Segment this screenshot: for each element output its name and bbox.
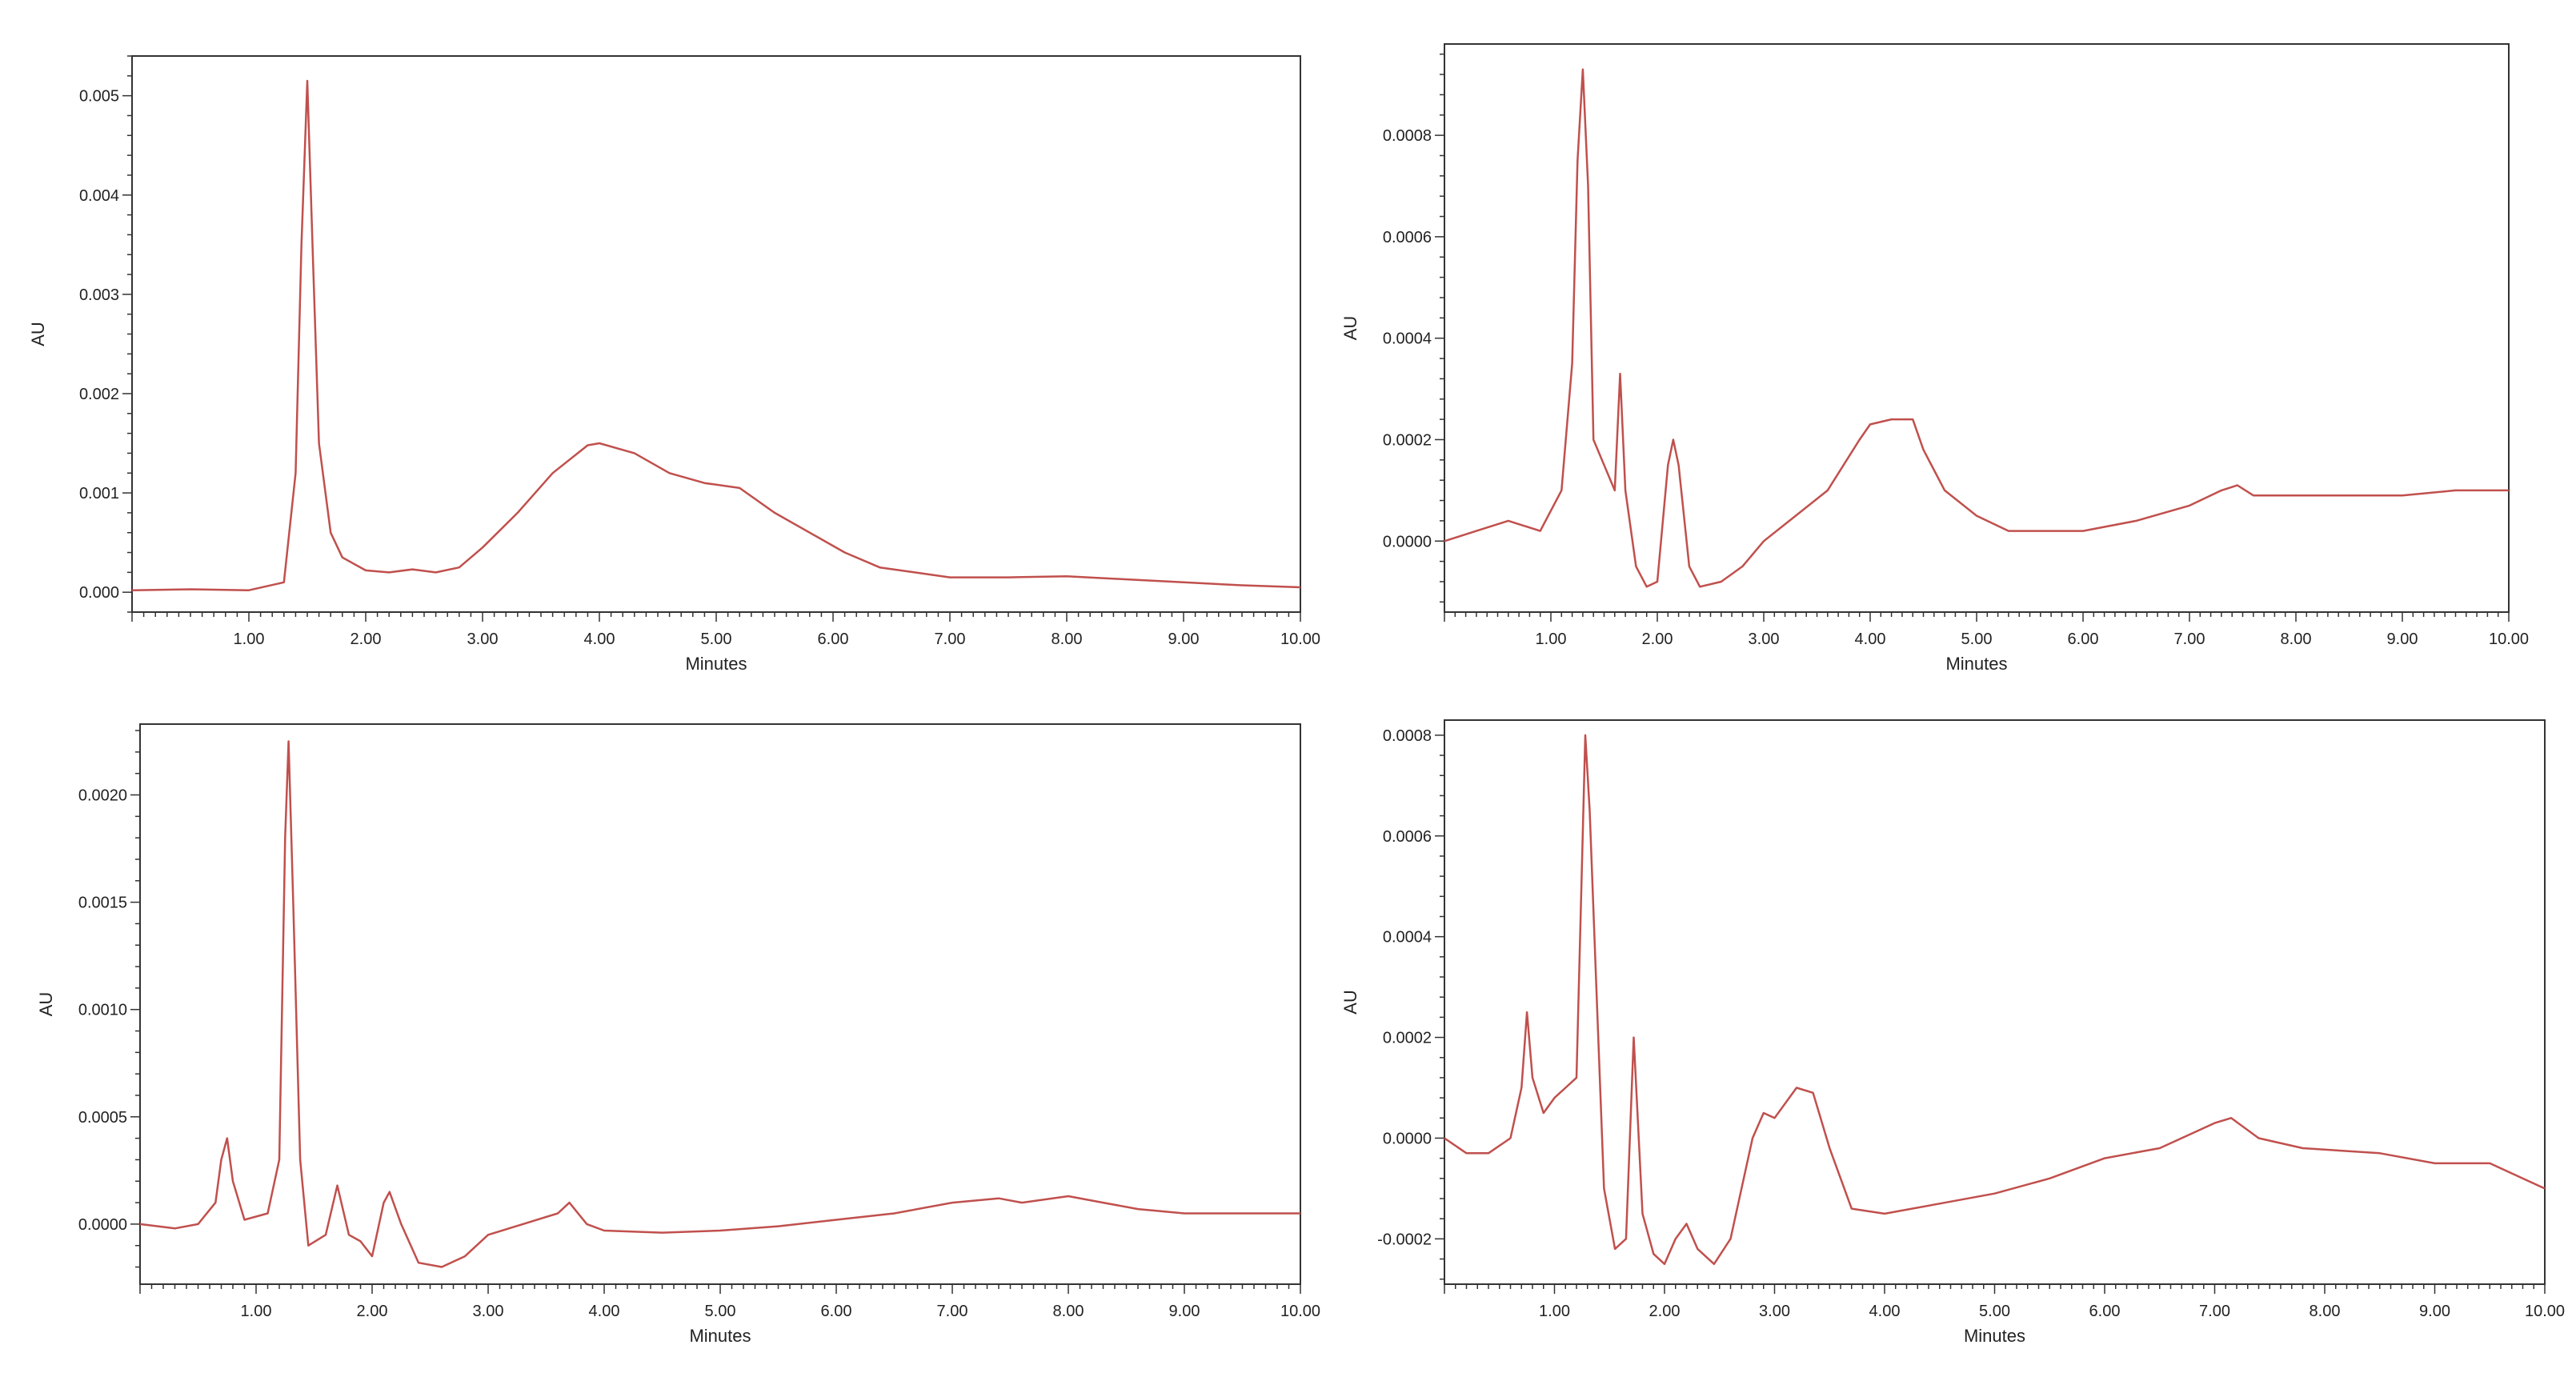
x-tick-label: 4.00 xyxy=(584,630,615,648)
x-tick-label: 10.00 xyxy=(1280,1303,1320,1320)
y-axis-label: AU xyxy=(1340,316,1360,341)
y-tick-label: 0.004 xyxy=(79,187,119,205)
y-tick-label: 0.0006 xyxy=(1383,828,1432,846)
chart-panel-3: 1.00 2.00 3.00 4.00 5.00 6.00 7.00 8.00 9.00 10.0… xyxy=(36,723,1320,1346)
y-tick-label: 0.001 xyxy=(79,485,119,502)
x-tick-label: 4.00 xyxy=(589,1303,620,1320)
y-axis-label: AU xyxy=(28,322,48,346)
x-tick-label: 7.00 xyxy=(2174,630,2205,648)
x-tick-label: 3.00 xyxy=(1759,1303,1790,1320)
x-tick-label: 10.00 xyxy=(2489,630,2529,648)
y-tick-label: 0.0010 xyxy=(78,1002,127,1019)
x-tick-label: 10.00 xyxy=(1280,630,1320,648)
x-tick-label: 6.00 xyxy=(2089,1303,2121,1320)
x-tick-label: 10.00 xyxy=(2525,1303,2565,1320)
chart-panel-2: 1.00 2.00 3.00 4.00 5.00 6.00 7.00 8.00 9.00 10.0… xyxy=(1340,43,2529,674)
y-axis-label: AU xyxy=(1340,990,1360,1015)
y-tick-label: 0.0006 xyxy=(1383,229,1432,246)
x-tick-label: 2.00 xyxy=(351,630,382,648)
y-tick-label: 0.0005 xyxy=(78,1109,127,1127)
x-tick-label: 5.00 xyxy=(701,630,732,648)
x-tick-label: 5.00 xyxy=(705,1303,736,1320)
x-tick-label: 1.00 xyxy=(1536,630,1567,648)
x-tick-label: 3.00 xyxy=(467,630,499,648)
y-tick-label: 0.0015 xyxy=(78,895,127,912)
chromatogram-trace xyxy=(1444,68,2509,588)
x-tick-label: 8.00 xyxy=(1052,630,1083,648)
x-tick-label: 7.00 xyxy=(2199,1303,2230,1320)
y-axis-label: AU xyxy=(36,992,56,1017)
x-axis-label: Minutes xyxy=(685,654,747,674)
x-tick-label: 8.00 xyxy=(1053,1303,1084,1320)
plot-frame xyxy=(131,55,1301,613)
chromatogram-trace xyxy=(1444,734,2546,1266)
y-tick-label: 0.0000 xyxy=(1383,1130,1432,1147)
y-tick-label: 0.0002 xyxy=(1383,1030,1432,1047)
y-tick-label: 0.000 xyxy=(79,584,119,602)
y-tick-label: 0.0008 xyxy=(1383,727,1432,745)
x-tick-label: 2.00 xyxy=(357,1303,388,1320)
y-tick-label: -0.0002 xyxy=(1377,1231,1432,1248)
y-tick-label: 0.0000 xyxy=(78,1216,127,1234)
x-axis-label: Minutes xyxy=(1964,1326,2025,1346)
y-tick-label: 0.002 xyxy=(79,386,119,403)
x-tick-label: 9.00 xyxy=(1169,1303,1200,1320)
y-tick-label: 0.0000 xyxy=(1383,533,1432,550)
x-tick-label: 5.00 xyxy=(1961,630,1993,648)
x-axis-label: Minutes xyxy=(689,1326,751,1346)
x-tick-label: 8.00 xyxy=(2310,1303,2341,1320)
x-tick-label: 2.00 xyxy=(1649,1303,1681,1320)
plot-frame xyxy=(1444,43,2510,613)
x-tick-label: 1.00 xyxy=(241,1303,272,1320)
x-tick-label: 6.00 xyxy=(821,1303,852,1320)
chart-panel-4: 1.00 2.00 3.00 4.00 5.00 6.00 7.00 8.00 9.00 10.0… xyxy=(1340,719,2565,1346)
x-tick-label: 1.00 xyxy=(1539,1303,1570,1320)
x-tick-label: 8.00 xyxy=(2281,630,2312,648)
x-axis-label: Minutes xyxy=(1945,654,2007,674)
x-tick-label: 4.00 xyxy=(1855,630,1886,648)
x-tick-label: 9.00 xyxy=(1168,630,1200,648)
x-tick-label: 3.00 xyxy=(1749,630,1780,648)
chromatogram-trace xyxy=(139,740,1300,1268)
y-tick-label: 0.0020 xyxy=(78,787,127,805)
x-tick-label: 9.00 xyxy=(2387,630,2418,648)
x-tick-label: 2.00 xyxy=(1642,630,1673,648)
x-tick-label: 5.00 xyxy=(1979,1303,2010,1320)
y-tick-label: 0.0004 xyxy=(1383,929,1432,947)
y-tick-label: 0.0002 xyxy=(1383,431,1432,449)
y-tick-label: 0.005 xyxy=(79,88,119,106)
x-tick-label: 4.00 xyxy=(1869,1303,1901,1320)
x-tick-label: 9.00 xyxy=(2419,1303,2450,1320)
x-tick-label: 6.00 xyxy=(818,630,849,648)
plot-frame xyxy=(1444,719,2546,1285)
x-tick-label: 7.00 xyxy=(937,1303,968,1320)
y-tick-label: 0.0008 xyxy=(1383,127,1432,145)
x-tick-label: 1.00 xyxy=(234,630,265,648)
chart-panel-1: 1.00 2.00 3.00 4.00 5.00 6.00 7.00 8.00 9.00 10.0… xyxy=(28,55,1320,674)
plot-frame xyxy=(139,723,1301,1285)
x-tick-label: 6.00 xyxy=(2068,630,2099,648)
x-tick-label: 3.00 xyxy=(473,1303,504,1320)
y-tick-label: 0.003 xyxy=(79,286,119,304)
chromatogram-trace xyxy=(131,79,1301,591)
x-tick-label: 7.00 xyxy=(935,630,966,648)
y-tick-label: 0.0004 xyxy=(1383,330,1432,348)
